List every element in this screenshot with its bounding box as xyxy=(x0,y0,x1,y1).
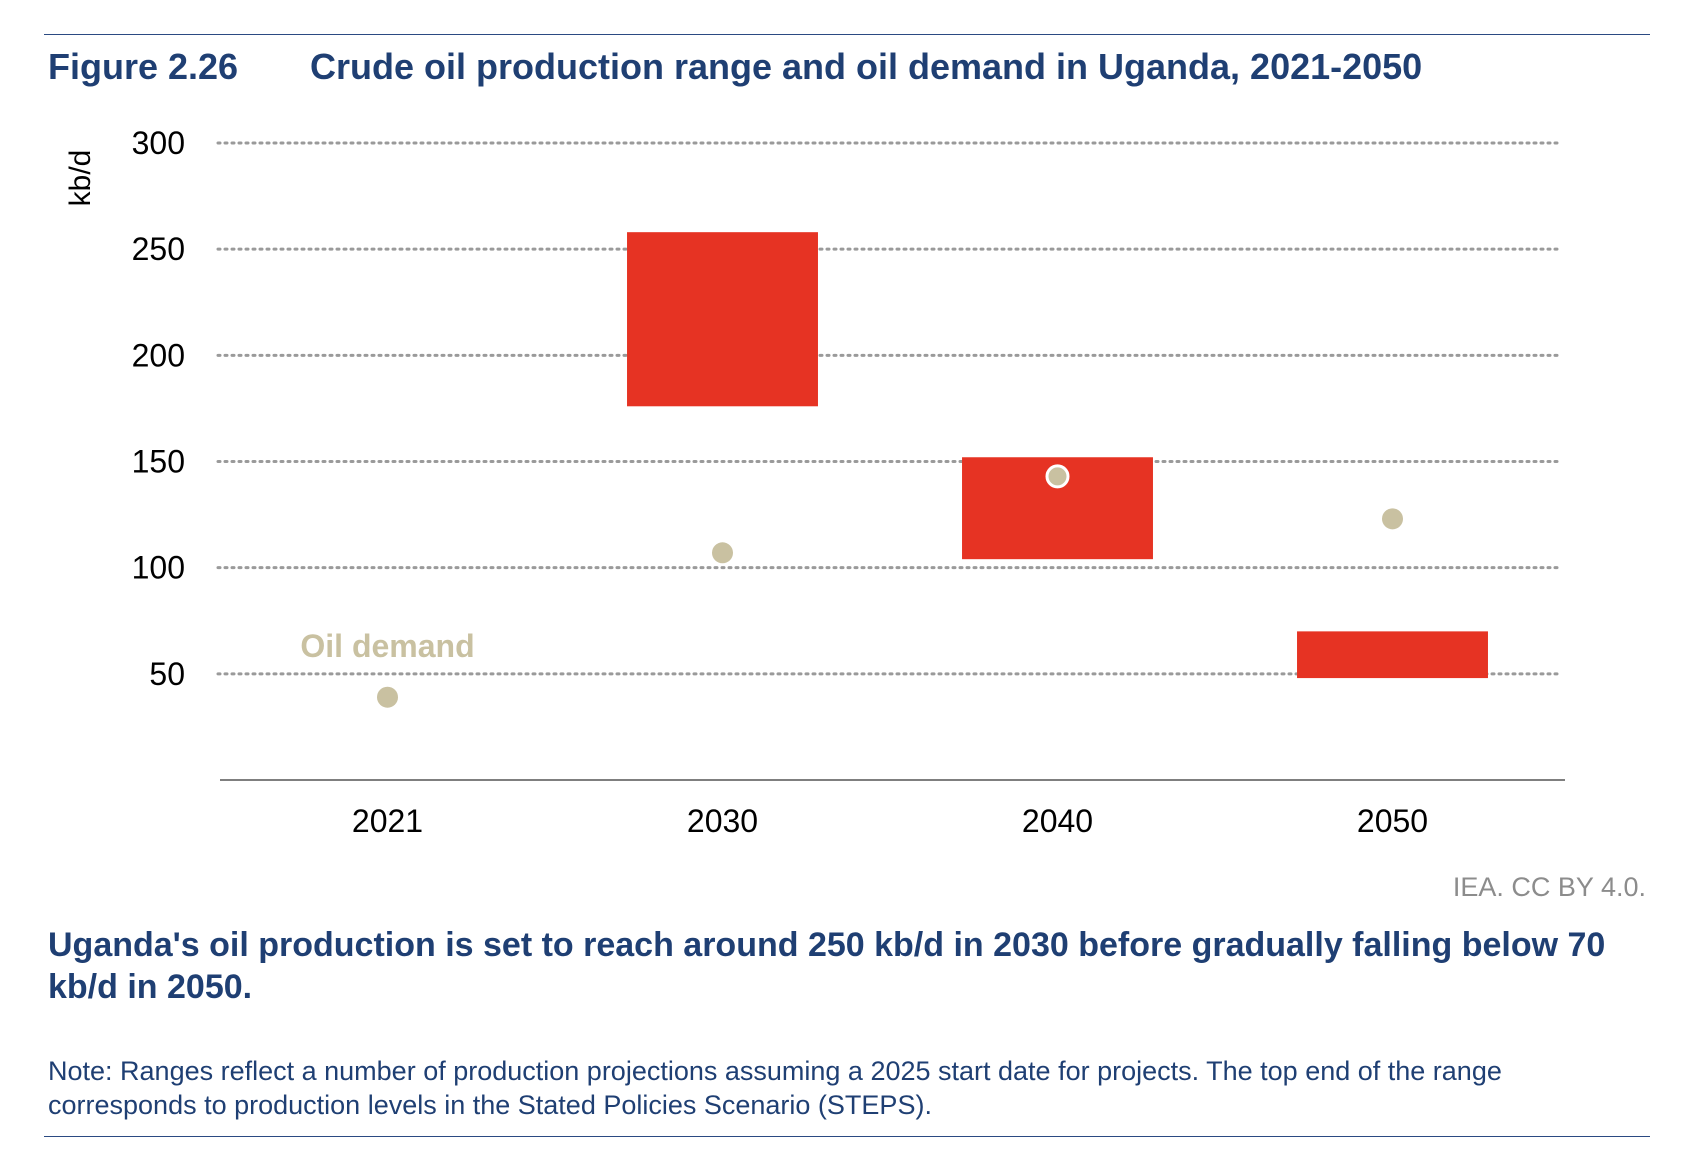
figure-title: Crude oil production range and oil deman… xyxy=(310,46,1423,87)
production-range-bar xyxy=(627,232,818,407)
chart-takeaway: Uganda's oil production is set to reach … xyxy=(48,926,1606,1006)
oil-demand-annotation: Oil demand xyxy=(300,628,474,664)
y-tick-label: 50 xyxy=(149,656,185,692)
y-tick-label: 300 xyxy=(132,125,185,161)
production-range-bar xyxy=(1297,631,1488,679)
top-rule xyxy=(44,34,1650,35)
y-tick-label: 150 xyxy=(132,444,185,480)
demand-dot xyxy=(377,686,398,708)
demand-dot xyxy=(1382,508,1403,530)
y-axis-label: kb/d xyxy=(64,150,97,207)
demand-dot xyxy=(712,542,733,564)
figure-number: Figure 2.26 xyxy=(48,46,239,87)
demand-dot xyxy=(1045,464,1070,489)
x-tick-label: 2040 xyxy=(1022,803,1093,839)
chart-note: Note: Ranges reflect a number of product… xyxy=(48,1056,1502,1120)
credit-line: IEA. CC BY 4.0. xyxy=(1452,872,1646,902)
y-tick-label: 250 xyxy=(132,231,185,267)
x-tick-label: 2021 xyxy=(352,803,423,839)
x-tick-label: 2050 xyxy=(1357,803,1428,839)
x-tick-label: 2030 xyxy=(687,803,758,839)
range-chart: 50 100 150 200 250 300 kb/d 2021 2030 2040 2050 Oil… xyxy=(64,125,1565,839)
y-tick-label: 200 xyxy=(132,337,185,373)
y-tick-label: 100 xyxy=(132,550,185,586)
figure-title-row: Figure 2.26 Crude oil production range an… xyxy=(48,46,1422,88)
bottom-rule xyxy=(44,1136,1650,1137)
